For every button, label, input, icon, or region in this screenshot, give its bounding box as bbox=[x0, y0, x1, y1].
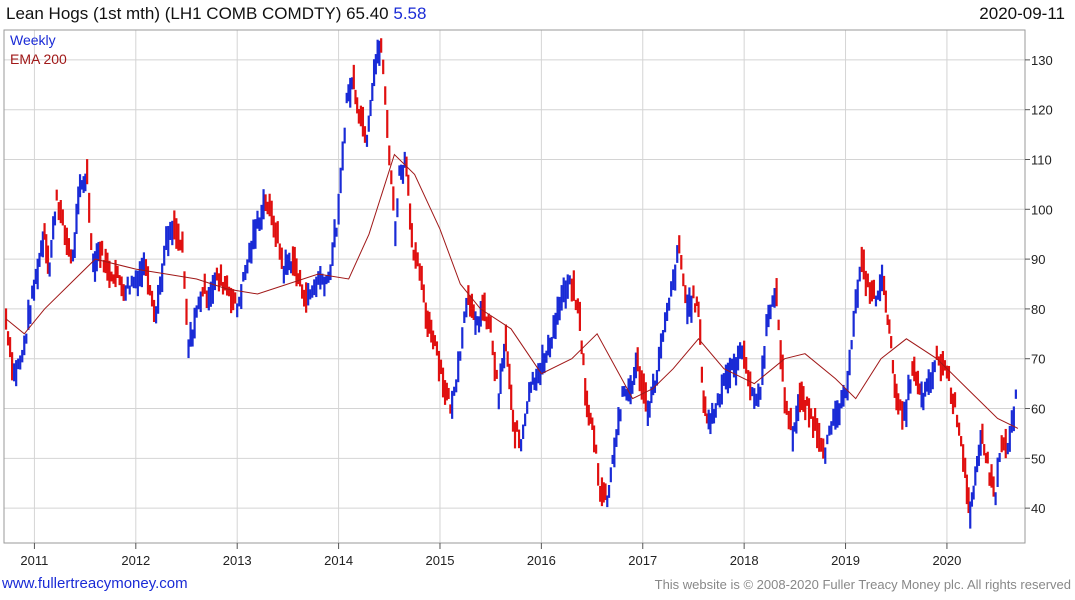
ema-line bbox=[5, 153, 1019, 429]
plot-area-frame bbox=[3, 29, 1026, 544]
y-tick-label: 120 bbox=[1031, 103, 1053, 118]
y-tick-label: 50 bbox=[1031, 451, 1045, 466]
price-change: 5.58 bbox=[393, 4, 427, 23]
chart-date: 2020-09-11 bbox=[979, 4, 1065, 23]
x-tick-label: 2012 bbox=[121, 553, 150, 568]
y-tick-label: 70 bbox=[1031, 352, 1045, 367]
chart-title: Lean Hogs (1st mth) (LH1 COMB COMDTY) 65… bbox=[6, 4, 426, 24]
x-tick-label: 2020 bbox=[932, 553, 961, 568]
y-tick-label: 40 bbox=[1031, 501, 1045, 516]
x-tick-label: 2017 bbox=[628, 553, 657, 568]
x-axis: 2011 2012 2013 2014 2015 2016 2017 2018 2019 2020 bbox=[20, 543, 961, 568]
grid-lines bbox=[4, 30, 1025, 543]
x-tick-label: 2013 bbox=[223, 553, 252, 568]
copyright-notice: This website is © 2008-2020 Fuller Treac… bbox=[654, 577, 1071, 592]
y-tick-label: 60 bbox=[1031, 402, 1045, 417]
x-tick-label: 2014 bbox=[324, 553, 353, 568]
legend: Weekly EMA 200 bbox=[10, 32, 67, 67]
x-tick-label: 2016 bbox=[527, 553, 556, 568]
y-tick-label: 80 bbox=[1031, 302, 1045, 317]
x-tick-label: 2011 bbox=[20, 553, 48, 568]
y-tick-label: 90 bbox=[1031, 252, 1045, 267]
x-tick-label: 2019 bbox=[831, 553, 860, 568]
price-bars bbox=[4, 38, 1017, 529]
x-tick-label: 2018 bbox=[730, 553, 759, 568]
y-axis: 40 50 60 70 80 90 100 110 120 130 bbox=[1025, 53, 1053, 516]
y-tick-label: 100 bbox=[1031, 202, 1053, 217]
legend-ema: EMA 200 bbox=[10, 51, 67, 67]
x-tick-label: 2015 bbox=[426, 553, 455, 568]
y-tick-label: 130 bbox=[1031, 53, 1053, 68]
y-tick-label: 110 bbox=[1031, 152, 1052, 167]
title-text: Lean Hogs (1st mth) (LH1 COMB COMDTY) 65… bbox=[6, 4, 389, 23]
site-link[interactable]: www.fullertreacymoney.com bbox=[2, 575, 188, 592]
legend-weekly: Weekly bbox=[10, 32, 56, 48]
